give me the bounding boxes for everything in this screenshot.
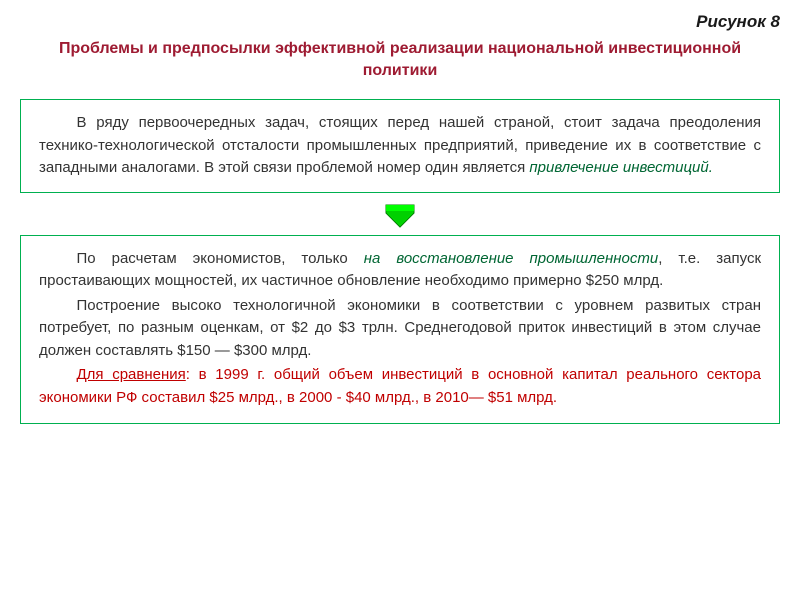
box2-p3: Для сравнения: в 1999 г. общий объем инв… <box>39 364 761 409</box>
arrow-down-icon <box>380 203 420 229</box>
p3-label: Для сравнения <box>77 366 186 383</box>
figure-label: Рисунок 8 <box>20 12 780 32</box>
p1-a: По расчетам экономистов, только <box>77 250 364 267</box>
arrow-container <box>20 203 780 229</box>
text-box-1: В ряду первоочередных задач, стоящих пер… <box>20 99 780 193</box>
text-box-2: По расчетам экономистов, только на восст… <box>20 235 780 425</box>
box1-highlight: привлечение инвестиций. <box>529 159 712 176</box>
main-title: Проблемы и предпосылки эффективной реали… <box>20 38 780 81</box>
box2-p2: Построение высоко технологичной экономик… <box>39 295 761 363</box>
box2-p1: По расчетам экономистов, только на восст… <box>39 248 761 293</box>
p1-b: на восстановление промышленности <box>364 250 658 267</box>
